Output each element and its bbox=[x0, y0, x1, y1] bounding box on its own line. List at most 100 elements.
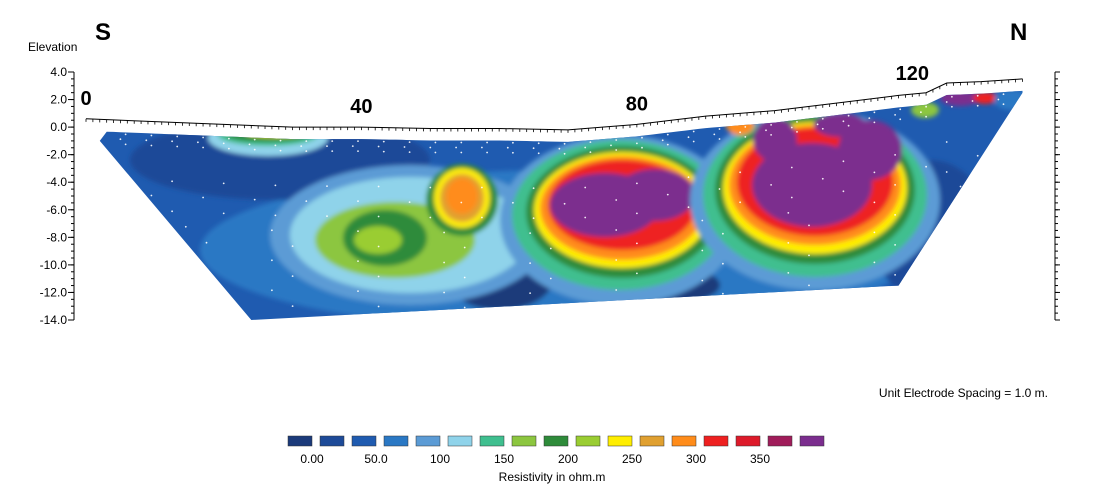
datum-point bbox=[429, 216, 432, 219]
x-tick-label: 80 bbox=[626, 93, 648, 115]
datum-point bbox=[184, 225, 187, 228]
colorbar-swatch bbox=[767, 435, 793, 447]
datum-point bbox=[357, 260, 359, 262]
datum-point bbox=[641, 136, 643, 139]
datum-point bbox=[997, 138, 1000, 141]
datum-point bbox=[951, 95, 953, 98]
datum-point bbox=[253, 148, 256, 151]
colorbar-swatch bbox=[351, 435, 377, 447]
datum-point bbox=[408, 201, 411, 204]
colorbar-swatch bbox=[447, 435, 473, 447]
datum-point bbox=[253, 198, 256, 201]
datum-point bbox=[976, 94, 979, 97]
datum-point bbox=[563, 202, 566, 205]
datum-point bbox=[744, 126, 747, 128]
datum-point bbox=[868, 117, 871, 119]
datum-point bbox=[150, 194, 153, 197]
datum-point bbox=[274, 144, 277, 147]
colorbar-swatch bbox=[479, 435, 505, 447]
datum-point bbox=[894, 154, 896, 156]
datum-point bbox=[271, 229, 273, 232]
datum-point bbox=[636, 182, 638, 185]
datum-point bbox=[894, 274, 896, 276]
datum-point bbox=[636, 302, 638, 305]
x-tick-label: 0 bbox=[80, 88, 91, 110]
colorbar-label: 200 bbox=[558, 452, 578, 466]
datum-point bbox=[253, 138, 256, 141]
direction-right-label: N bbox=[1010, 19, 1027, 46]
datum-point bbox=[787, 242, 790, 244]
y-tick-label: -4.0 bbox=[46, 175, 67, 189]
datum-point bbox=[925, 105, 927, 108]
datum-point bbox=[150, 134, 153, 137]
datum-point bbox=[873, 231, 876, 234]
datum-point bbox=[718, 138, 721, 140]
datum-point bbox=[692, 140, 695, 143]
datum-point bbox=[377, 275, 380, 278]
datum-point bbox=[894, 114, 896, 116]
datum-point bbox=[377, 305, 380, 308]
colorbar-swatch bbox=[575, 435, 601, 447]
datum-point bbox=[847, 114, 850, 117]
colorbar-swatch bbox=[383, 435, 409, 447]
datum-point bbox=[202, 136, 205, 139]
datum-point bbox=[99, 282, 101, 285]
datum-point bbox=[382, 150, 385, 153]
datum-point bbox=[722, 292, 724, 295]
datum-point bbox=[821, 177, 824, 180]
datum-point bbox=[271, 259, 273, 262]
datum-point bbox=[119, 298, 122, 301]
datum-point bbox=[357, 140, 359, 143]
datum-point bbox=[506, 146, 509, 149]
colorbar: 0.00 50.0 100 150 200 250 300 350 bbox=[287, 435, 825, 466]
datum-point bbox=[99, 142, 101, 145]
y-tick-label: -14.0 bbox=[40, 313, 68, 327]
datum-point bbox=[873, 121, 876, 124]
colorbar-label: 350 bbox=[750, 452, 770, 466]
datum-point bbox=[722, 262, 724, 265]
y-tick-label: -12.0 bbox=[40, 285, 68, 299]
datum-point bbox=[951, 105, 953, 108]
datum-point bbox=[176, 135, 179, 138]
x-tick-label: 120 bbox=[896, 63, 929, 85]
datum-point bbox=[377, 215, 380, 218]
x-tick-label: 40 bbox=[350, 96, 372, 118]
datum-point bbox=[460, 151, 463, 154]
datum-point bbox=[692, 130, 695, 133]
datum-point bbox=[176, 145, 179, 148]
resistivity-section bbox=[99, 90, 1023, 321]
datum-point bbox=[718, 128, 721, 130]
datum-point bbox=[615, 259, 618, 261]
colorbar-swatch bbox=[639, 435, 665, 447]
datum-point bbox=[326, 215, 328, 218]
datum-point bbox=[537, 142, 540, 145]
datum-point bbox=[119, 138, 122, 141]
datum-point bbox=[584, 216, 587, 219]
datum-point bbox=[739, 201, 741, 204]
datum-point bbox=[549, 307, 552, 310]
datum-point bbox=[529, 232, 531, 235]
direction-left-label: S bbox=[95, 19, 111, 46]
colorbar-swatch bbox=[735, 435, 761, 447]
datum-point bbox=[119, 238, 122, 241]
datum-point bbox=[666, 193, 669, 196]
datum-point bbox=[460, 201, 463, 204]
datum-point bbox=[377, 145, 380, 148]
datum-point bbox=[687, 176, 690, 179]
datum-point bbox=[589, 141, 592, 144]
datum-point bbox=[486, 151, 488, 154]
datum-point bbox=[351, 145, 354, 148]
datum-point bbox=[641, 146, 643, 149]
datum-point bbox=[701, 249, 704, 252]
datum-point bbox=[661, 139, 664, 142]
datum-point bbox=[873, 261, 876, 264]
datum-point bbox=[228, 137, 230, 140]
datum-point bbox=[615, 149, 618, 151]
datum-point bbox=[481, 186, 483, 189]
datum-point bbox=[291, 275, 294, 277]
datum-point bbox=[842, 120, 845, 123]
datum-point bbox=[666, 133, 669, 136]
colorbar-swatch bbox=[799, 435, 825, 447]
datum-point bbox=[357, 230, 359, 233]
datum-point bbox=[222, 182, 225, 185]
